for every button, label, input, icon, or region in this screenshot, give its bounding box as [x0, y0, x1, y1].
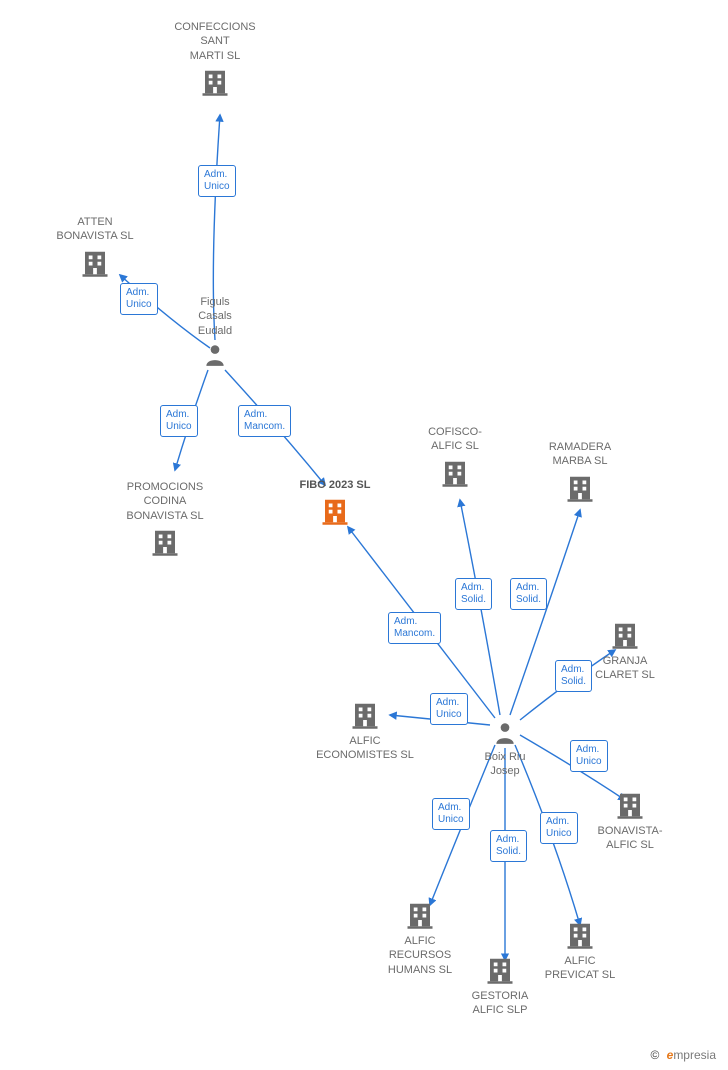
node-label: CONFECCIONS SANT MARTI SL — [160, 20, 270, 63]
edge-label: Adm. Unico — [120, 283, 158, 315]
node-label: BONAVISTA- ALFIC SL — [575, 824, 685, 853]
edge-label: Adm. Solid. — [455, 578, 492, 610]
node-label: GRANJA CLARET SL — [570, 654, 680, 683]
node-label: RAMADERA MARBA SL — [525, 440, 635, 469]
edge-label: Adm. Unico — [432, 798, 470, 830]
node-boix[interactable]: Boix Riu Josep — [450, 720, 560, 779]
node-atten[interactable]: ATTEN BONAVISTA SL — [40, 215, 150, 278]
node-alfic_econ[interactable]: ALFIC ECONOMISTES SL — [310, 700, 420, 763]
edge-label: Adm. Solid. — [490, 830, 527, 862]
building-icon — [575, 790, 685, 820]
building-icon — [365, 900, 475, 930]
node-figuls[interactable]: Figuls Casals Eudald — [160, 295, 270, 368]
edge-label: Adm. Solid. — [510, 578, 547, 610]
node-label: Figuls Casals Eudald — [160, 295, 270, 338]
node-cofisco[interactable]: COFISCO- ALFIC SL — [400, 425, 510, 488]
person-icon — [450, 720, 560, 746]
node-label: Boix Riu Josep — [450, 750, 560, 779]
building-icon — [400, 458, 510, 488]
building-icon — [525, 920, 635, 950]
node-alfic_prev[interactable]: ALFIC PREVICAT SL — [525, 920, 635, 983]
building-icon — [525, 473, 635, 503]
building-icon — [570, 620, 680, 650]
node-promocions[interactable]: PROMOCIONS CODINA BONAVISTA SL — [110, 480, 220, 557]
edge-label: Adm. Mancom. — [388, 612, 441, 644]
node-fibo[interactable]: FIBO 2023 SL — [280, 478, 390, 526]
building-icon — [310, 700, 420, 730]
footer-credit: © empresia — [650, 1048, 716, 1062]
node-label: ALFIC ECONOMISTES SL — [310, 734, 420, 763]
building-icon — [110, 527, 220, 557]
edge-label: Adm. Mancom. — [238, 405, 291, 437]
node-ramadera[interactable]: RAMADERA MARBA SL — [525, 440, 635, 503]
edge-label: Adm. Unico — [540, 812, 578, 844]
node-label: ATTEN BONAVISTA SL — [40, 215, 150, 244]
brand-rest: mpresia — [673, 1048, 716, 1062]
edge-label: Adm. Unico — [160, 405, 198, 437]
node-confeccions[interactable]: CONFECCIONS SANT MARTI SL — [160, 20, 270, 97]
building-icon — [40, 248, 150, 278]
person-icon — [160, 342, 270, 368]
edge-label: Adm. Unico — [198, 165, 236, 197]
node-bonavista[interactable]: BONAVISTA- ALFIC SL — [575, 790, 685, 853]
edge-label: Adm. Unico — [570, 740, 608, 772]
node-label: FIBO 2023 SL — [280, 478, 390, 492]
node-label: GESTORIA ALFIC SLP — [445, 989, 555, 1018]
copyright-symbol: © — [650, 1048, 659, 1062]
building-icon — [280, 496, 390, 526]
node-label: ALFIC PREVICAT SL — [525, 954, 635, 983]
node-label: PROMOCIONS CODINA BONAVISTA SL — [110, 480, 220, 523]
node-label: COFISCO- ALFIC SL — [400, 425, 510, 454]
building-icon — [160, 67, 270, 97]
node-granja[interactable]: GRANJA CLARET SL — [570, 620, 680, 683]
